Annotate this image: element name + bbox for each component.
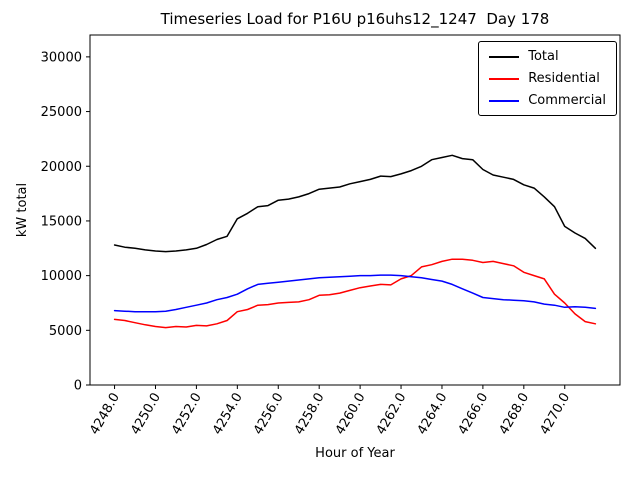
y-tick-label: 15000	[41, 214, 82, 229]
legend-label: Total	[528, 49, 559, 64]
x-tick-label: 4250.0	[128, 391, 164, 438]
series-line-total	[113, 154, 597, 253]
x-tick-label: 4270.0	[537, 391, 573, 438]
x-axis-label: Hour of Year	[315, 446, 395, 461]
x-tick-label: 4254.0	[210, 391, 246, 438]
legend-line-sample	[489, 99, 520, 102]
y-axis-label: kW total	[15, 182, 30, 238]
y-tick-label: 25000	[41, 105, 82, 120]
x-tick-label: 4252.0	[169, 391, 205, 438]
y-tick-label: 30000	[41, 50, 82, 65]
y-tick-label: 0	[74, 379, 82, 394]
x-tick-label: 4260.0	[333, 391, 369, 438]
legend: Total Residential Commercial	[478, 41, 617, 116]
x-tick-label: 4256.0	[251, 391, 287, 438]
legend-entry-total: Total	[489, 49, 606, 64]
legend-entry-commercial: Commercial	[489, 93, 606, 108]
x-tick-label: 4262.0	[374, 391, 410, 438]
y-tick-label: 5000	[49, 324, 82, 339]
x-tick-label: 4248.0	[87, 391, 123, 438]
x-tick-label: 4268.0	[497, 391, 533, 438]
x-tick-label: 4264.0	[415, 391, 451, 438]
x-tick-label: 4258.0	[292, 391, 328, 438]
x-tick-label: 4266.0	[456, 391, 492, 438]
legend-label: Residential	[528, 71, 600, 86]
series-line-commercial	[113, 274, 597, 313]
legend-label: Commercial	[528, 93, 606, 108]
legend-entry-residential: Residential	[489, 71, 606, 86]
y-tick-label: 10000	[41, 269, 82, 284]
chart-title: Timeseries Load for P16U p16uhs12_1247 D…	[160, 10, 550, 28]
legend-line-sample	[489, 77, 520, 80]
plot-border	[89, 34, 621, 386]
legend-line-sample	[489, 55, 520, 58]
y-tick-label: 20000	[41, 160, 82, 175]
series-line-residential	[113, 258, 597, 329]
